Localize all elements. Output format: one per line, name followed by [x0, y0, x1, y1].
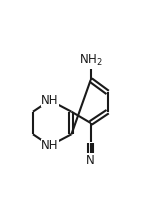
Text: NH: NH: [41, 139, 59, 152]
Text: NH$_2$: NH$_2$: [79, 53, 103, 68]
Text: N: N: [86, 154, 95, 167]
Text: NH: NH: [41, 94, 59, 107]
